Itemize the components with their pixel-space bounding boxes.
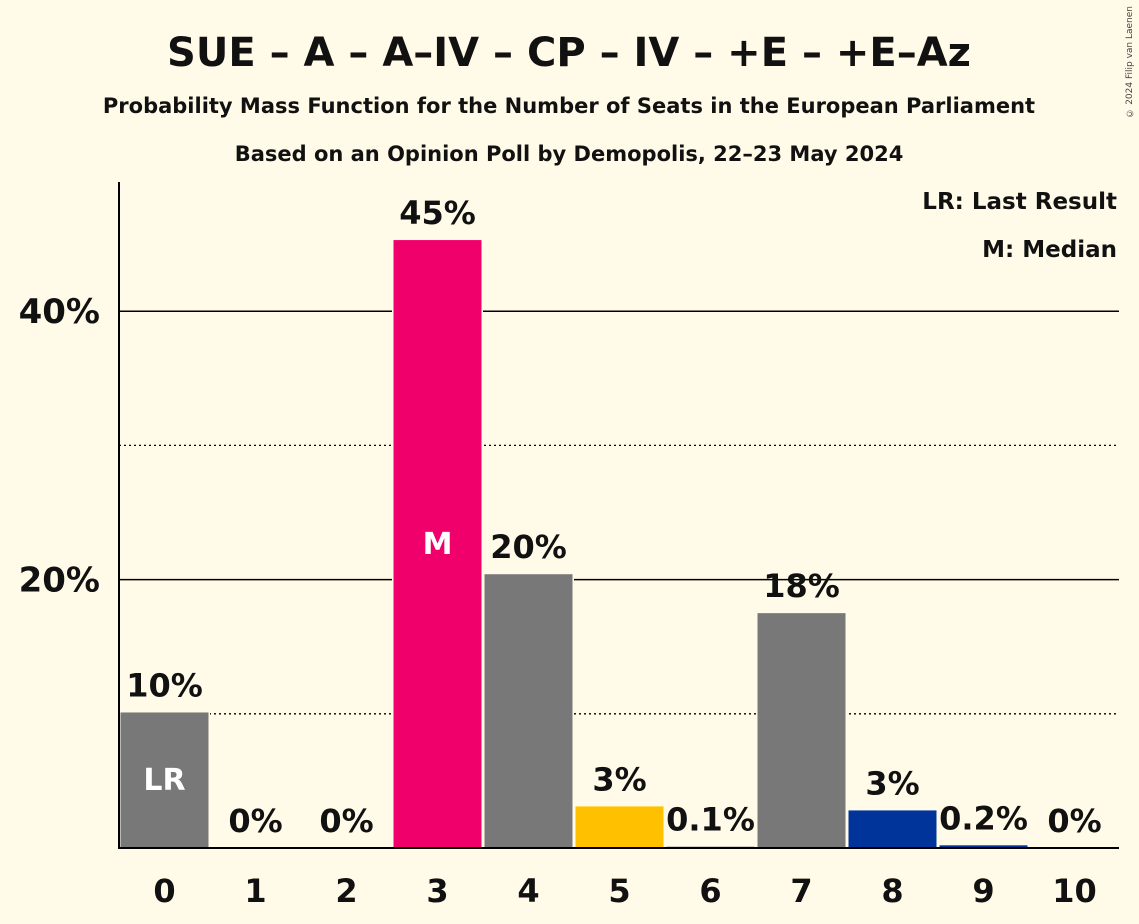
chart-subtitle-poll: Based on an Opinion Poll by Demopolis, 2… bbox=[235, 142, 904, 166]
gridlines bbox=[119, 310, 1119, 715]
copyright-notice: © 2024 Filip van Laenen bbox=[1125, 6, 1135, 118]
y-tick-labels: 20% 40% bbox=[19, 292, 100, 600]
bar-seat-3 bbox=[393, 240, 482, 849]
x-tick-labels: 0 1 2 3 4 5 6 7 8 9 10 bbox=[153, 872, 1096, 910]
x-tick-label: 5 bbox=[608, 872, 630, 910]
value-label-seat-0: 10% bbox=[126, 666, 203, 704]
x-tick-label: 6 bbox=[699, 872, 721, 910]
bar-markers: LR M bbox=[143, 527, 452, 798]
value-labels: 10% 0% 0% 45% 20% 3% 0.1% 18% 3% 0.2% 0% bbox=[126, 194, 1101, 840]
x-tick-label: 1 bbox=[244, 872, 266, 910]
y-tick-label: 40% bbox=[19, 292, 100, 332]
x-tick-label: 2 bbox=[335, 872, 357, 910]
value-label-seat-10: 0% bbox=[1047, 802, 1101, 840]
marker-lr: LR bbox=[143, 763, 185, 798]
x-tick-label: 8 bbox=[881, 872, 903, 910]
bar-seat-9 bbox=[939, 845, 1028, 848]
x-tick-label: 3 bbox=[426, 872, 448, 910]
bars bbox=[119, 238, 1029, 849]
value-label-seat-2: 0% bbox=[319, 802, 373, 840]
bar-gap bbox=[665, 844, 756, 848]
marker-m: M bbox=[423, 527, 453, 562]
chart-subtitle: Probability Mass Function for the Number… bbox=[103, 94, 1035, 118]
value-label-seat-7: 18% bbox=[763, 567, 840, 605]
value-label-seat-5: 3% bbox=[592, 760, 646, 798]
value-label-seat-4: 20% bbox=[490, 528, 567, 566]
value-label-seat-9: 0.2% bbox=[939, 799, 1028, 837]
bar-seat-0 bbox=[120, 712, 209, 848]
y-tick-label: 20% bbox=[19, 561, 100, 601]
bar-seat-4 bbox=[484, 574, 573, 848]
x-tick-label: 4 bbox=[517, 872, 539, 910]
value-label-seat-1: 0% bbox=[228, 802, 282, 840]
legend-last-result: LR: Last Result bbox=[922, 189, 1117, 215]
x-tick-label: 9 bbox=[972, 872, 994, 910]
x-tick-label: 10 bbox=[1052, 872, 1097, 910]
chart-title: SUE – A – A–IV – CP – IV – +E – +E–Az bbox=[167, 30, 971, 76]
x-tick-label: 7 bbox=[790, 872, 812, 910]
x-tick-label: 0 bbox=[153, 872, 175, 910]
bar-seat-7 bbox=[757, 613, 846, 848]
bar-seat-5 bbox=[575, 806, 664, 848]
value-label-seat-6: 0.1% bbox=[666, 801, 755, 839]
legend-median: M: Median bbox=[982, 237, 1117, 263]
bar-seat-8 bbox=[848, 810, 937, 848]
value-label-seat-8: 3% bbox=[865, 764, 919, 802]
value-label-seat-3: 45% bbox=[399, 194, 476, 232]
